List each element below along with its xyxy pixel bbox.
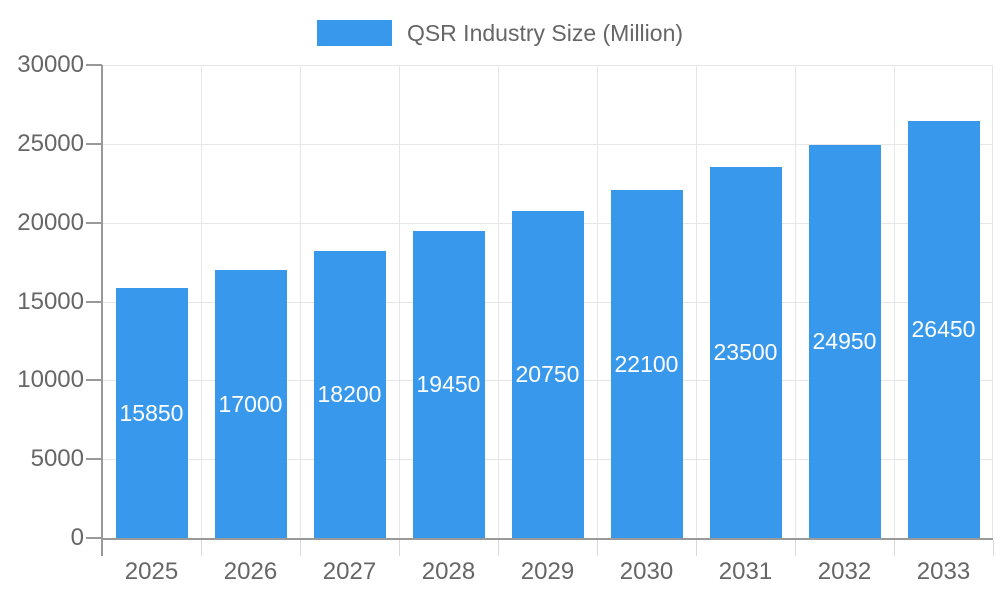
x-axis-label: 2026 xyxy=(223,558,278,585)
y-axis-label: 20000 xyxy=(17,209,84,236)
legend-swatch-icon xyxy=(316,20,392,46)
x-axis-tick xyxy=(597,540,598,556)
x-axis-label: 2029 xyxy=(520,558,575,585)
x-axis-tick xyxy=(993,540,994,556)
legend[interactable]: QSR Industry Size (Million) xyxy=(0,18,1000,48)
y-axis-label: 25000 xyxy=(17,130,84,157)
legend-label: QSR Industry Size (Million) xyxy=(406,20,684,46)
y-axis-tick xyxy=(86,537,102,539)
y-axis-tick xyxy=(86,458,102,460)
y-axis-label: 5000 xyxy=(30,445,84,472)
bar-value-label: 17000 xyxy=(218,390,283,417)
x-axis-tick xyxy=(498,540,499,556)
bar-2031[interactable]: 23500 xyxy=(709,167,782,538)
gridline-vertical xyxy=(300,65,301,538)
bar-value-label: 15850 xyxy=(119,399,184,426)
gridline-vertical xyxy=(894,65,895,538)
gridline-vertical xyxy=(201,65,202,538)
x-axis-label: 2030 xyxy=(619,558,674,585)
x-axis-tick xyxy=(399,540,400,556)
bar-2033[interactable]: 26450 xyxy=(907,121,980,538)
x-axis-label: 2031 xyxy=(718,558,773,585)
y-axis-tick xyxy=(86,64,102,66)
x-axis-label: 2032 xyxy=(817,558,872,585)
x-axis-label: 2033 xyxy=(916,558,971,585)
y-axis-tick xyxy=(86,143,102,145)
bar-2025[interactable]: 15850 xyxy=(115,288,188,538)
x-axis-tick xyxy=(696,540,697,556)
bar-value-label: 26450 xyxy=(911,316,976,342)
y-axis-tick xyxy=(86,222,102,224)
bar-value-label: 22100 xyxy=(614,350,679,377)
y-axis-label: 30000 xyxy=(17,51,84,78)
bar-2027[interactable]: 18200 xyxy=(313,251,386,538)
gridline-vertical xyxy=(992,65,993,538)
bar-2028[interactable]: 19450 xyxy=(412,231,485,538)
x-axis-tick xyxy=(795,540,796,556)
bar-value-label: 18200 xyxy=(317,381,382,407)
x-axis-tick xyxy=(201,540,202,556)
plot-area: 15850 17000 18200 19450 20750 22100 23500 24950… xyxy=(102,65,993,538)
y-axis-line xyxy=(101,65,103,556)
x-axis-label: 2028 xyxy=(421,558,476,585)
y-axis-label: 0 xyxy=(70,524,84,551)
y-axis-label: 15000 xyxy=(17,288,84,315)
gridline-vertical xyxy=(498,65,499,538)
y-axis-tick xyxy=(86,379,102,381)
x-axis-label: 2027 xyxy=(322,558,377,585)
gridline-vertical xyxy=(795,65,796,538)
x-axis-label: 2025 xyxy=(124,558,179,585)
bar-value-label: 20750 xyxy=(515,361,580,387)
x-axis-tick xyxy=(300,540,301,556)
y-axis-label: 10000 xyxy=(17,366,84,393)
gridline-vertical xyxy=(399,65,400,538)
bar-value-label: 19450 xyxy=(416,371,481,397)
y-axis-tick xyxy=(86,301,102,303)
bar-value-label: 24950 xyxy=(812,328,877,354)
gridline-horizontal xyxy=(102,65,993,66)
bar-value-label: 23500 xyxy=(713,339,778,365)
gridline-vertical xyxy=(597,65,598,538)
bar-2026[interactable]: 17000 xyxy=(214,270,287,538)
bar-2032[interactable]: 24950 xyxy=(808,145,881,538)
bar-2029[interactable]: 20750 xyxy=(511,211,584,538)
bar-2030[interactable]: 22100 xyxy=(610,190,683,538)
gridline-vertical xyxy=(696,65,697,538)
x-axis-line xyxy=(102,538,993,540)
gridline-horizontal xyxy=(102,144,993,145)
x-axis-tick xyxy=(894,540,895,556)
